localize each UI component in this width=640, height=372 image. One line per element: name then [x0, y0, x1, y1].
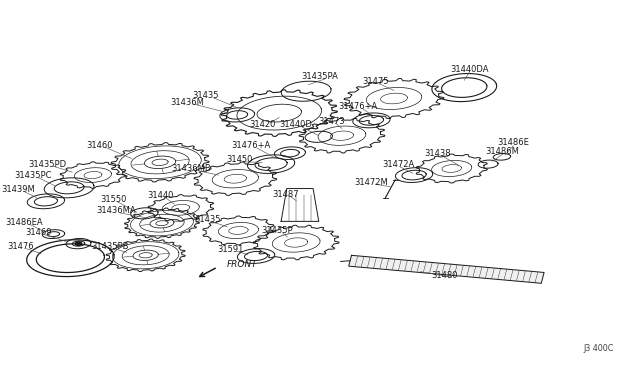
Text: 31473: 31473: [318, 116, 344, 126]
Text: 31475: 31475: [362, 77, 388, 86]
Text: 31435PD: 31435PD: [28, 160, 66, 169]
Text: 31435PC: 31435PC: [14, 171, 51, 180]
Text: 31436MB: 31436MB: [172, 164, 211, 173]
Text: 31440: 31440: [147, 190, 173, 200]
Text: 31476+A: 31476+A: [232, 141, 271, 150]
Text: 31476: 31476: [7, 242, 33, 251]
Text: 31472A: 31472A: [382, 160, 415, 169]
Text: 31591: 31591: [218, 245, 244, 254]
Polygon shape: [349, 255, 544, 283]
Text: 31436M: 31436M: [170, 98, 204, 107]
Text: 31438: 31438: [424, 150, 451, 158]
Text: 31450: 31450: [227, 155, 253, 164]
Text: 31439M: 31439M: [1, 185, 35, 194]
Text: 31435: 31435: [194, 215, 220, 224]
Text: 31486EA: 31486EA: [5, 218, 43, 227]
Text: 31435P: 31435P: [262, 226, 293, 235]
Text: 31469: 31469: [26, 228, 52, 237]
Text: 31487: 31487: [272, 189, 299, 199]
Text: 31480: 31480: [431, 271, 458, 280]
Text: 31440DA: 31440DA: [450, 65, 488, 74]
Text: 31435PB: 31435PB: [91, 242, 129, 251]
Text: 31476+A: 31476+A: [338, 102, 377, 111]
Text: 31435PA: 31435PA: [301, 72, 339, 81]
Text: 31440D: 31440D: [280, 120, 312, 129]
Text: 31472M: 31472M: [355, 178, 388, 187]
Text: FRONT: FRONT: [227, 260, 258, 269]
Text: 31420: 31420: [249, 120, 275, 129]
Text: 31436MA: 31436MA: [97, 206, 136, 215]
Text: 31486E: 31486E: [497, 138, 529, 147]
Text: 31550: 31550: [100, 195, 126, 204]
Text: J3 400C: J3 400C: [583, 344, 614, 353]
Text: 31486M: 31486M: [485, 147, 519, 156]
Text: 31435: 31435: [193, 91, 219, 100]
Text: 31460: 31460: [86, 141, 113, 150]
Circle shape: [76, 242, 82, 246]
